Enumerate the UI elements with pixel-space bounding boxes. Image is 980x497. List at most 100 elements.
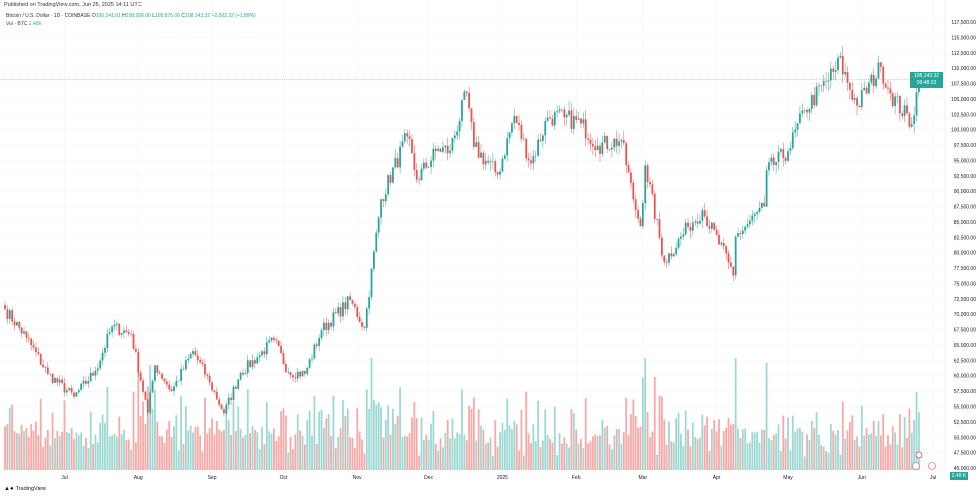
candle-body: [415, 170, 418, 180]
volume-bar: [653, 377, 656, 470]
volume-bar: [301, 435, 304, 470]
candle-body: [380, 199, 382, 218]
volume-bar: [370, 358, 373, 470]
volume-bar: [437, 450, 440, 470]
candle-body: [196, 355, 199, 361]
candle-body: [851, 89, 854, 100]
volume-bar: [649, 437, 651, 470]
volume-bar: [375, 404, 378, 470]
candle-body: [494, 161, 497, 173]
candle-body: [518, 122, 520, 125]
volume-bar: [834, 434, 837, 470]
tradingview-logo[interactable]: ▲● TradingView: [4, 486, 46, 492]
volume-bar: [173, 426, 175, 470]
candle-body: [449, 150, 451, 154]
candle-body: [884, 83, 887, 88]
volume-bar: [810, 420, 813, 470]
candle-body: [734, 236, 737, 276]
volume-bar: [277, 436, 280, 470]
volume-bar: [118, 416, 121, 470]
volume-bar: [344, 416, 347, 470]
candle-body: [708, 226, 711, 229]
candle-body: [639, 218, 642, 227]
candle-body: [475, 142, 478, 147]
volume-bar: [580, 438, 582, 470]
volume-bar: [839, 454, 842, 470]
time-tick-label: Dec: [424, 475, 433, 481]
volume-bar: [184, 406, 187, 470]
candle-body: [461, 100, 463, 122]
price-tick-label: 85,000.00: [954, 220, 976, 226]
volume-bar: [784, 438, 787, 470]
volume-bar: [54, 438, 56, 470]
candle-body: [677, 238, 680, 248]
candle-body: [508, 132, 511, 139]
candle-body: [368, 297, 371, 309]
candle-body: [92, 372, 94, 376]
volume-bar: [332, 395, 335, 470]
candle-body: [765, 170, 768, 207]
volume-bar: [570, 409, 573, 470]
high-label: H: [122, 13, 126, 19]
candle-body: [432, 148, 435, 161]
candle-body: [684, 222, 687, 235]
candle-body: [910, 124, 913, 127]
candle-body: [513, 116, 516, 124]
candle-body: [408, 136, 411, 140]
volume-bar: [194, 427, 197, 470]
candle-body: [239, 372, 242, 380]
candle-body: [361, 322, 363, 327]
candle-body: [589, 139, 592, 144]
volume-bar: [192, 432, 194, 470]
volume-bar: [439, 438, 442, 470]
volume-bar: [860, 405, 863, 470]
volume-bar: [779, 451, 782, 470]
candle-body: [834, 69, 837, 72]
candle-body: [256, 357, 259, 364]
candle-body: [799, 113, 801, 124]
candle-body: [263, 351, 266, 355]
volume-bar: [92, 443, 94, 470]
volume-bar: [475, 440, 478, 470]
volume-bar: [672, 442, 675, 470]
volume-bar: [744, 428, 747, 470]
volume-bar: [487, 442, 490, 470]
low-label: L: [152, 13, 155, 19]
volume-bar: [380, 407, 382, 470]
candle-body: [815, 86, 818, 106]
candle-body: [268, 340, 271, 343]
volume-bar: [801, 431, 804, 470]
price-tick-label: 82,500.00: [954, 235, 976, 241]
candle-body: [772, 157, 775, 165]
volume-bar: [584, 398, 587, 470]
candle-body: [832, 68, 835, 72]
volume-bar: [630, 414, 632, 470]
candle-body: [587, 138, 589, 140]
volume-bar: [796, 428, 799, 470]
volume-bar: [820, 445, 823, 470]
volume-bar: [430, 423, 432, 470]
volume-bar: [73, 439, 75, 470]
volume-bar: [499, 432, 501, 470]
candle-body: [85, 380, 87, 384]
candle-body: [660, 237, 663, 256]
candle-body: [827, 80, 830, 82]
candle-body: [351, 300, 354, 304]
volume-bar: [599, 435, 601, 470]
volume-bar: [363, 453, 366, 470]
candle-body: [73, 392, 75, 397]
candle-body: [113, 324, 116, 327]
symbol-title[interactable]: Bitcoin / U.S. Dollar · 1D · COINBASE: [6, 13, 91, 19]
volume-bar: [829, 424, 832, 470]
candle-body: [801, 110, 804, 114]
volume-bar: [232, 402, 235, 470]
candle-body: [646, 165, 649, 183]
volume-bar: [299, 430, 302, 470]
volume-bar: [587, 443, 589, 470]
candle-body: [796, 123, 799, 130]
price-tick-label: 65,000.00: [954, 343, 976, 349]
volume-bar: [787, 417, 789, 470]
price-tick-label: 110,000.00: [951, 66, 976, 72]
open-label: O: [91, 13, 96, 19]
